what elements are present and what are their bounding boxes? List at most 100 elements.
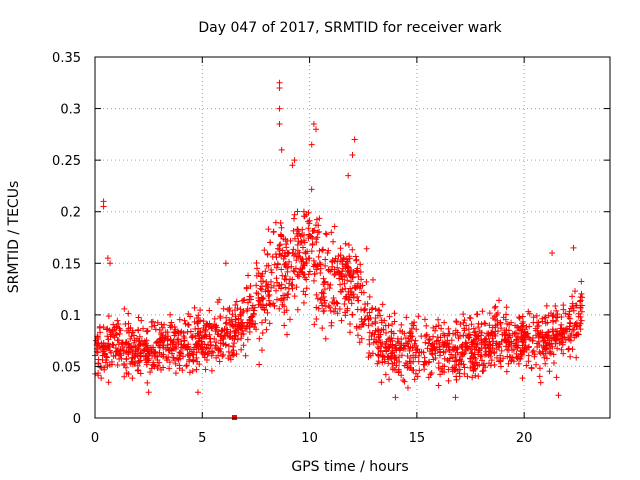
tick-labels: 0 5 10 15 20 0 0.05 0.1 0.15 0.2 0.25 0.3 0.35 <box>52 51 532 446</box>
data-point <box>113 348 120 355</box>
data-point <box>314 263 321 270</box>
data-point <box>539 334 546 341</box>
data-point <box>536 341 543 348</box>
data-point <box>104 255 111 262</box>
data-point <box>578 278 585 285</box>
data-point <box>247 293 254 300</box>
data-point <box>160 364 167 371</box>
data-point <box>388 343 395 350</box>
data-point <box>182 320 189 327</box>
data-point <box>519 313 526 320</box>
data-point <box>104 363 111 370</box>
data-point <box>138 337 145 344</box>
data-point <box>560 302 567 309</box>
data-point <box>229 318 236 325</box>
data-point <box>184 351 191 358</box>
data-point <box>368 306 375 313</box>
data-point <box>214 330 221 337</box>
data-point <box>305 218 312 225</box>
data-point <box>520 337 527 344</box>
y-tick-label: 0.2 <box>60 206 81 221</box>
data-point <box>392 354 399 361</box>
data-point <box>195 389 201 396</box>
data-point <box>133 335 140 342</box>
data-point <box>509 330 516 337</box>
data-point <box>421 366 428 373</box>
data-point <box>300 208 307 215</box>
data-point <box>149 318 156 325</box>
data-point <box>151 363 158 370</box>
data-point <box>481 320 488 327</box>
data-point <box>172 360 179 367</box>
data-point <box>553 307 560 314</box>
data-point <box>125 349 132 356</box>
data-point <box>437 371 444 378</box>
data-point <box>320 308 327 315</box>
data-point <box>540 334 547 341</box>
data-point <box>577 320 584 327</box>
data-point <box>208 325 215 332</box>
data-point <box>396 358 403 365</box>
data-point <box>341 300 348 307</box>
data-point <box>108 331 115 338</box>
data-point <box>338 317 345 324</box>
data-point <box>487 362 494 369</box>
data-point <box>339 286 346 293</box>
data-point <box>134 362 141 369</box>
data-point <box>105 379 112 386</box>
data-point <box>281 261 288 268</box>
data-point <box>344 307 351 314</box>
data-point <box>409 344 416 351</box>
data-point <box>262 268 269 275</box>
data-point <box>347 273 354 280</box>
data-point <box>375 351 382 358</box>
data-point <box>433 323 440 330</box>
data-point <box>412 354 419 361</box>
data-point <box>149 352 156 359</box>
data-point <box>259 347 266 354</box>
data-point <box>391 310 398 317</box>
data-point <box>226 305 233 312</box>
data-point <box>314 262 321 269</box>
data-point <box>342 240 349 247</box>
data-point <box>435 322 442 329</box>
data-point <box>492 330 499 337</box>
data-point <box>491 304 498 311</box>
data-point <box>293 284 300 291</box>
data-point <box>492 316 499 323</box>
data-point <box>299 244 306 251</box>
data-point <box>415 352 422 359</box>
data-point <box>246 296 253 303</box>
data-point <box>478 339 485 346</box>
x-tick-label: 0 <box>91 431 99 446</box>
data-point <box>191 304 198 311</box>
data-point <box>306 268 313 275</box>
data-point <box>259 296 266 303</box>
data-point <box>430 333 437 340</box>
data-point <box>234 336 241 343</box>
data-point <box>575 331 582 338</box>
data-point <box>385 322 392 329</box>
data-point <box>318 295 325 302</box>
data-point <box>96 323 103 330</box>
data-point <box>114 362 121 369</box>
data-point <box>123 339 130 346</box>
data-point <box>201 350 208 357</box>
data-point <box>200 324 207 331</box>
data-point <box>556 335 563 342</box>
data-point <box>310 121 317 128</box>
data-point <box>515 324 522 331</box>
data-point <box>424 345 431 352</box>
data-point <box>349 151 356 158</box>
data-point <box>464 345 471 352</box>
data-point <box>98 375 105 382</box>
data-point <box>201 354 208 361</box>
data-point <box>448 351 455 358</box>
data-point <box>400 377 407 384</box>
data-point <box>357 269 364 276</box>
data-point <box>389 321 396 328</box>
data-point <box>177 329 184 336</box>
data-point <box>298 268 305 275</box>
data-point <box>441 319 448 326</box>
data-point <box>345 241 352 248</box>
